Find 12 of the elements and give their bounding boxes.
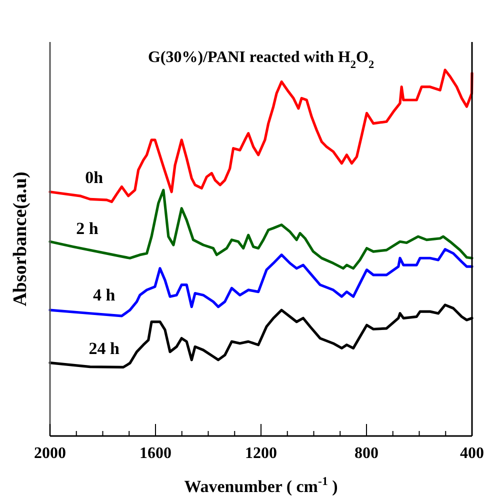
x-tick-label: 1600: [140, 445, 172, 462]
y-axis-title: Absorbance(a.u): [10, 172, 31, 306]
chart-title: G(30%)/PANI reacted with H$_{2}$O$_{2}$: [148, 49, 374, 71]
series-label: 24 h: [88, 338, 120, 358]
x-tick-label: 2000: [34, 445, 66, 462]
series-label: 4 h: [92, 285, 116, 304]
x-tick-label: 800: [354, 445, 378, 462]
x-tick-label: 1200: [245, 445, 277, 462]
x-tick-label: 400: [460, 445, 484, 462]
series-label: 0h: [85, 168, 104, 187]
x-axis-title: Wavenumber ( cm$^{-1}$ ): [184, 474, 338, 496]
series-label: 2 h: [76, 218, 99, 238]
